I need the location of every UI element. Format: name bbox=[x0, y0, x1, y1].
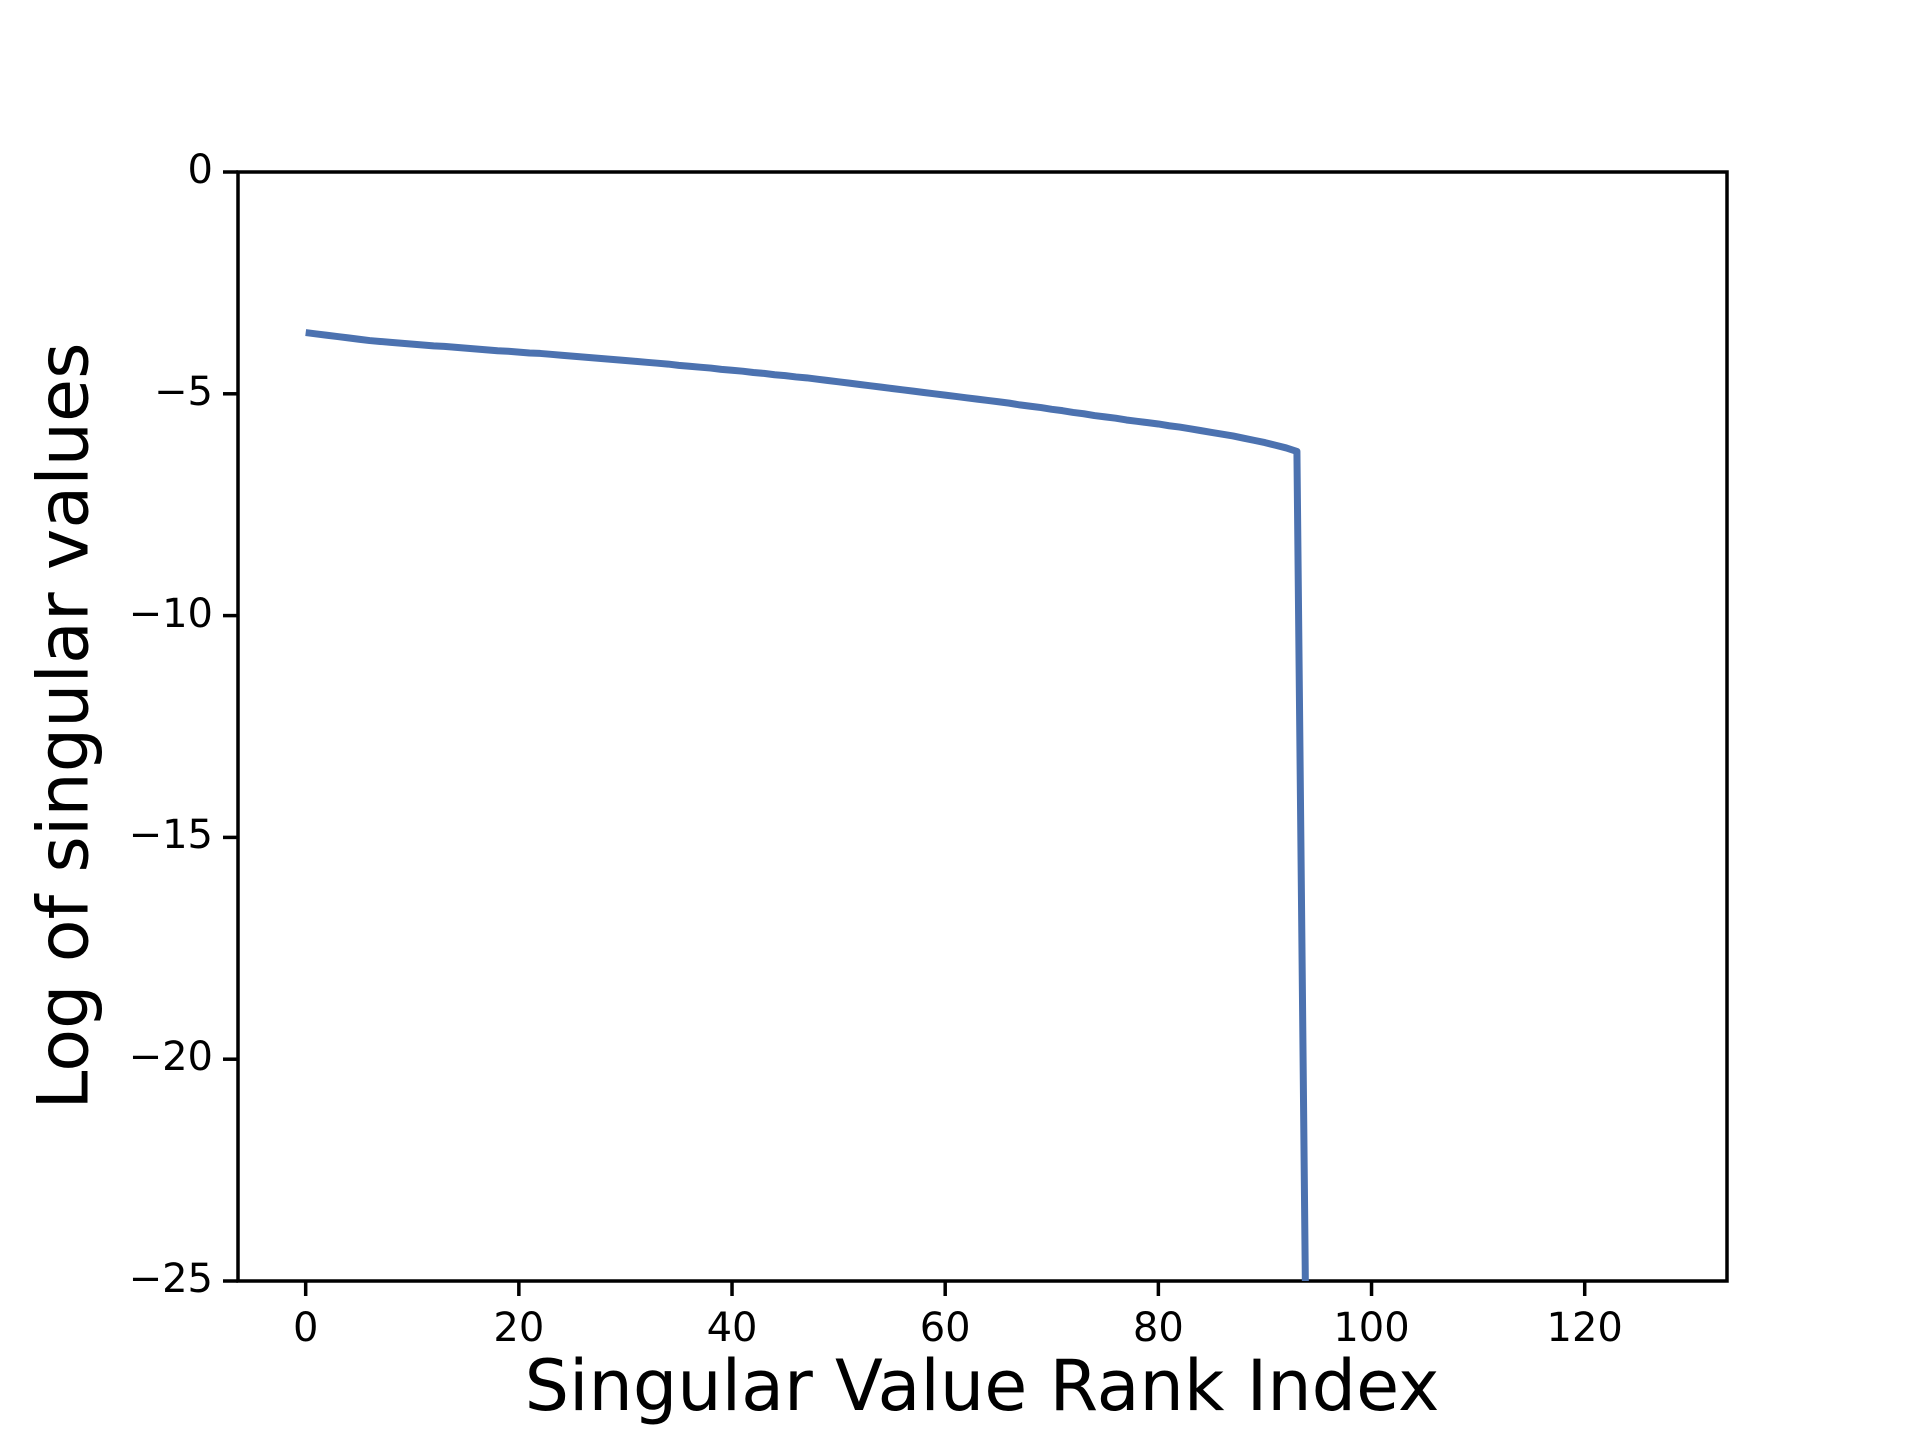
x-axis-label: Singular Value Rank Index bbox=[524, 1345, 1440, 1427]
y-tick-label: −5 bbox=[154, 369, 213, 416]
y-tick-label: −15 bbox=[128, 812, 213, 859]
y-tick-label: −20 bbox=[128, 1034, 213, 1081]
x-axis-ticks bbox=[303, 1281, 1587, 1296]
x-tick-label: 40 bbox=[706, 1305, 758, 1351]
y-tick-label: −25 bbox=[128, 1256, 213, 1303]
y-tick-label: −10 bbox=[128, 590, 213, 637]
x-tick-label: 80 bbox=[1132, 1305, 1184, 1351]
x-tick-label: 60 bbox=[919, 1305, 971, 1351]
y-tick-label: 0 bbox=[187, 147, 213, 194]
x-tick-label: 120 bbox=[1546, 1305, 1623, 1351]
x-tick-label: 0 bbox=[292, 1305, 319, 1351]
x-tick-label: 20 bbox=[493, 1305, 545, 1351]
data-line bbox=[305, 329, 1309, 1281]
y-axis-ticks bbox=[223, 170, 238, 1283]
plot-border bbox=[236, 170, 1729, 1283]
x-tick-label: 100 bbox=[1333, 1305, 1410, 1351]
y-axis-label: Log of singular values bbox=[22, 342, 105, 1110]
